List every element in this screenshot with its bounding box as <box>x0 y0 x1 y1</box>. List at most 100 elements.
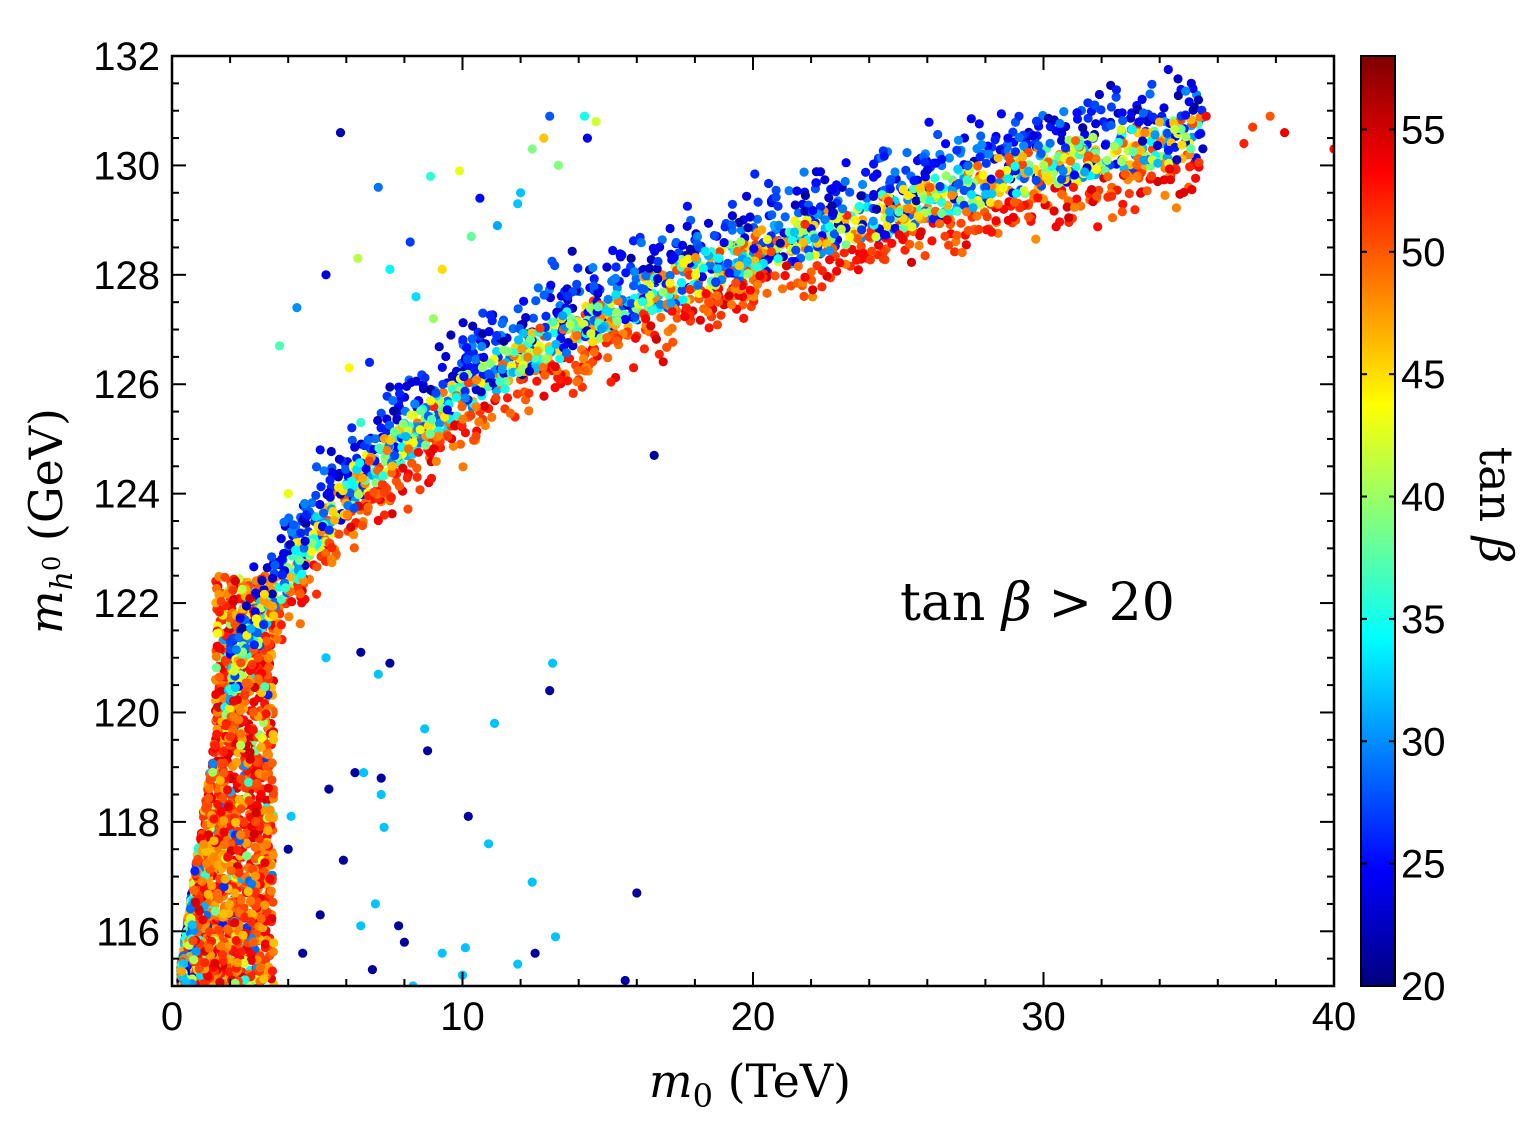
data-point <box>1103 172 1113 182</box>
data-point <box>317 521 328 532</box>
data-point <box>390 451 400 461</box>
data-point <box>466 231 476 242</box>
data-point <box>229 696 239 706</box>
data-point <box>678 295 688 305</box>
data-point <box>426 473 437 483</box>
data-point <box>767 210 777 220</box>
data-point <box>212 888 223 899</box>
data-point <box>1186 78 1196 88</box>
data-point <box>236 740 246 750</box>
data-point <box>236 804 246 814</box>
data-point <box>398 419 408 429</box>
data-point <box>239 817 249 828</box>
data-point <box>959 185 969 196</box>
data-point <box>925 195 935 205</box>
data-point <box>240 690 250 700</box>
data-point <box>204 784 214 794</box>
data-point <box>933 129 943 140</box>
data-point <box>295 589 305 599</box>
data-point <box>471 375 482 385</box>
data-point <box>548 658 558 668</box>
data-point <box>301 510 311 520</box>
data-point <box>524 406 534 416</box>
data-point <box>810 233 820 243</box>
data-point <box>1265 111 1275 121</box>
data-point <box>1049 206 1059 216</box>
data-point <box>1094 89 1104 100</box>
data-point <box>693 280 703 290</box>
data-point <box>549 328 560 338</box>
data-point <box>749 244 759 254</box>
data-point <box>727 211 738 221</box>
data-point <box>535 323 545 333</box>
data-point <box>580 366 590 376</box>
data-point <box>349 543 359 553</box>
data-point <box>806 267 816 277</box>
data-point <box>253 674 263 684</box>
data-point <box>771 185 781 195</box>
data-point <box>817 266 827 276</box>
data-point <box>952 145 962 155</box>
data-point <box>238 930 248 940</box>
data-point <box>1128 146 1138 157</box>
data-point <box>363 502 373 512</box>
data-point <box>406 377 416 387</box>
data-point <box>277 569 287 579</box>
data-point <box>973 161 983 171</box>
data-point <box>987 227 997 237</box>
data-point <box>190 897 201 907</box>
data-point <box>734 261 745 271</box>
data-point <box>266 886 276 896</box>
data-point <box>667 306 677 316</box>
data-point <box>199 839 209 850</box>
data-point <box>962 175 972 185</box>
data-point <box>229 666 239 676</box>
data-point <box>858 179 868 190</box>
data-point <box>319 508 329 518</box>
data-point <box>974 119 984 129</box>
data-point <box>656 312 666 323</box>
data-point <box>233 845 243 855</box>
data-point <box>245 754 255 765</box>
data-point <box>458 414 468 424</box>
data-point <box>214 925 224 935</box>
data-point <box>539 133 549 143</box>
data-point <box>471 354 481 365</box>
data-point <box>455 166 465 176</box>
data-point <box>637 284 647 294</box>
data-point <box>825 255 835 265</box>
data-point <box>773 254 783 264</box>
data-point <box>1280 128 1290 138</box>
data-point <box>276 620 286 630</box>
data-point <box>869 159 879 169</box>
data-point <box>1084 151 1094 161</box>
data-point <box>672 313 682 323</box>
data-point <box>539 391 549 401</box>
data-point <box>1072 194 1082 204</box>
data-point <box>236 729 246 739</box>
data-point <box>920 251 930 261</box>
data-point <box>824 193 834 203</box>
data-point <box>953 135 964 145</box>
data-point <box>683 254 693 264</box>
data-point <box>311 512 321 522</box>
data-point <box>191 947 201 957</box>
data-point <box>261 636 271 646</box>
data-point <box>602 332 612 343</box>
data-point <box>867 246 877 256</box>
data-point <box>477 341 487 352</box>
data-point <box>231 817 241 828</box>
data-point <box>1043 176 1053 186</box>
data-point <box>944 240 954 250</box>
data-point <box>1135 145 1146 155</box>
data-point <box>724 291 734 301</box>
data-point <box>572 377 582 387</box>
x-tick-label: 30 <box>1021 995 1066 1039</box>
data-point <box>219 827 229 837</box>
data-point <box>734 217 744 228</box>
data-point <box>630 312 640 322</box>
data-point <box>546 280 556 290</box>
data-point <box>539 290 549 300</box>
data-point <box>1132 160 1142 170</box>
data-point <box>775 238 785 248</box>
